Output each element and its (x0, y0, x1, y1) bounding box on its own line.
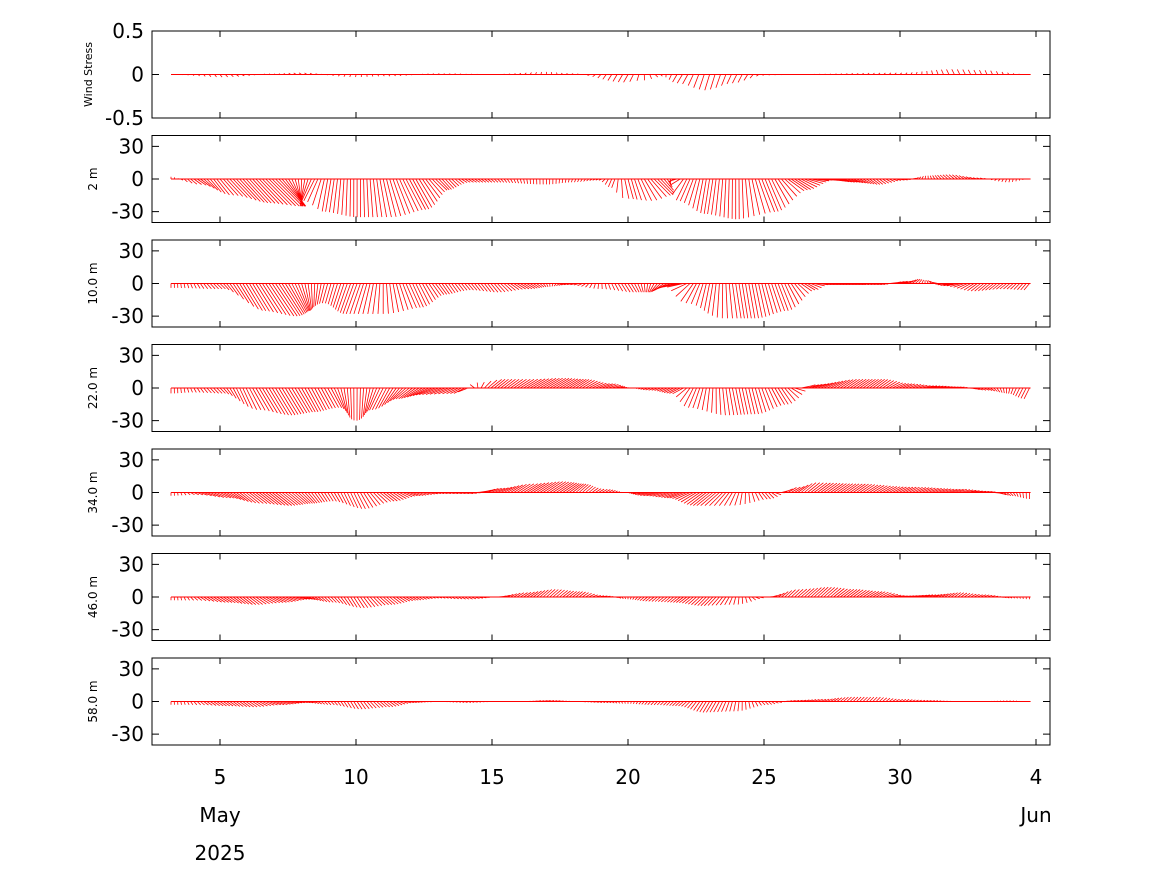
x-year-label: 2025 (195, 841, 246, 865)
y-tick-label: 0 (131, 167, 144, 191)
stick-series (170, 174, 1027, 220)
y-axis-title: 10.0 m (86, 262, 100, 304)
stick-vectors (170, 696, 1027, 713)
x-tick-label: 10 (343, 765, 368, 789)
y-tick-label: 0.5 (112, 19, 144, 43)
y-tick-label: 30 (119, 448, 144, 472)
y-tick-label: -30 (111, 200, 144, 224)
y-tick-label: -30 (111, 304, 144, 328)
stick-series (170, 377, 1030, 421)
stick-vectors (170, 586, 1030, 609)
x-month-label: May (199, 803, 241, 827)
stick-vectors (170, 174, 1027, 220)
y-tick-label: 30 (119, 552, 144, 576)
y-axis-title: 2 m (86, 167, 100, 190)
x-tick-label: 30 (887, 765, 912, 789)
y-tick-label: 0 (131, 272, 144, 296)
y-tick-label: 0 (131, 376, 144, 400)
y-axis-title: 34.0 m (86, 471, 100, 513)
panel-1: 0.5 0 -0.5 Wind Stress (82, 19, 1051, 130)
panel-3: 30 0 -30 10.0 m (86, 239, 1051, 328)
panel-2: 30 0 -30 2 m (86, 134, 1051, 224)
y-tick-label: 0 (131, 585, 144, 609)
y-tick-label: 0 (131, 690, 144, 714)
panel-6: 30 0 -30 46.0 m (86, 552, 1051, 642)
x-tick-label: 5 (214, 765, 227, 789)
stick-series (170, 586, 1030, 609)
y-axis-title: 58.0 m (86, 680, 100, 722)
y-tick-label: -30 (111, 722, 144, 746)
y-tick-label: -30 (111, 409, 144, 433)
y-axis-title: Wind Stress (82, 42, 95, 107)
y-tick-label: 0 (131, 63, 144, 87)
y-tick-label: 30 (119, 239, 144, 263)
y-tick-label: 0 (131, 481, 144, 505)
stick-series (170, 481, 1030, 509)
y-tick-label: -30 (111, 618, 144, 642)
x-tick-label: 15 (479, 765, 504, 789)
stick-vectors (170, 481, 1030, 509)
x-tick-label: 25 (751, 765, 776, 789)
stick-vectors (171, 69, 1031, 91)
panel-5: 30 0 -30 34.0 m (86, 448, 1051, 537)
y-tick-label: 30 (119, 343, 144, 367)
stick-vectors (170, 377, 1030, 421)
stick-series (170, 696, 1027, 713)
x-tick-label: 20 (615, 765, 640, 789)
y-tick-label: -0.5 (105, 106, 144, 130)
y-axis-title: 22.0 m (86, 367, 100, 409)
y-tick-label: 30 (119, 134, 144, 158)
x-month-label: Jun (1018, 803, 1051, 827)
y-tick-label: -30 (111, 513, 144, 537)
stick-series (170, 278, 1030, 319)
x-tick-label: 4 (1030, 765, 1043, 789)
y-tick-label: 30 (119, 657, 144, 681)
panel-7: 30 0 -30 58.0 m (86, 657, 1051, 746)
y-axis-title: 46.0 m (86, 576, 100, 618)
stick-vectors (170, 278, 1030, 319)
stick-series (171, 69, 1031, 91)
panel-4: 30 0 -30 22.0 m (86, 343, 1051, 433)
